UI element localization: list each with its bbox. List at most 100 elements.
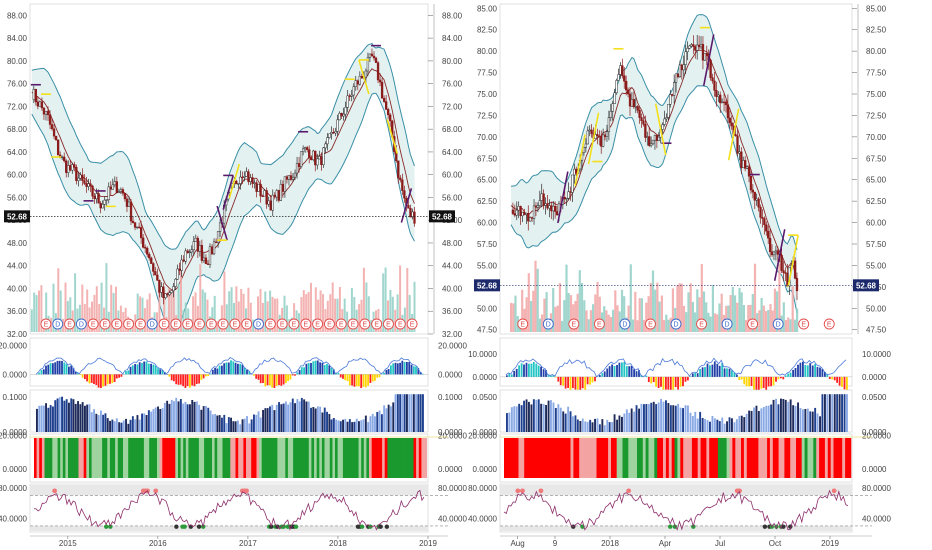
oscillator-1-bar bbox=[828, 376, 831, 379]
volume-bar bbox=[742, 305, 745, 332]
trend-bar bbox=[261, 438, 265, 478]
candle-body bbox=[67, 165, 70, 173]
trend-bar bbox=[524, 438, 528, 478]
volume-bar bbox=[387, 300, 389, 332]
trend-bar bbox=[306, 438, 310, 478]
oscillator-2-bar bbox=[711, 416, 714, 432]
oscillator-1-bar bbox=[275, 374, 278, 386]
event-marker-label: E bbox=[386, 322, 391, 329]
oscillator-2-bar bbox=[113, 421, 116, 432]
oscillator-1-bar bbox=[846, 376, 848, 392]
oscillator-1-bar bbox=[591, 376, 594, 383]
oscillator-2-right-tick: 0.1000 bbox=[438, 393, 463, 402]
oscillator-2-bar bbox=[694, 411, 697, 432]
candle-body bbox=[609, 111, 612, 118]
candle-body bbox=[95, 193, 98, 200]
oscillator-1-bar bbox=[772, 376, 775, 386]
trend-bar bbox=[112, 438, 116, 478]
oscillator-2-bar bbox=[515, 406, 518, 432]
trend-bar bbox=[162, 438, 166, 478]
oscillator-1-bar bbox=[689, 376, 692, 377]
volume-bar bbox=[399, 265, 402, 332]
signal-dash-mark bbox=[727, 108, 740, 161]
volume-bar bbox=[696, 289, 699, 332]
trend-bar bbox=[34, 438, 37, 478]
trend-bar bbox=[579, 438, 583, 478]
volume-bar bbox=[346, 311, 349, 332]
oscillator-1-bar bbox=[616, 365, 618, 377]
trend-bar bbox=[369, 438, 372, 478]
trend-bar bbox=[125, 438, 129, 478]
oscillator-1-bar bbox=[111, 374, 114, 384]
oscillator-1-bar bbox=[731, 370, 733, 377]
candle-body bbox=[378, 79, 382, 83]
bollinger-upper-line bbox=[31, 42, 415, 250]
oscillator-2-bar bbox=[351, 422, 354, 432]
candle-body bbox=[299, 151, 303, 167]
trend-bar bbox=[89, 438, 92, 478]
oscillator-1-bar bbox=[532, 362, 535, 377]
oscillator-1-bar bbox=[508, 373, 511, 377]
x-axis-tick-label: 2017 bbox=[239, 539, 257, 548]
trend-bar bbox=[547, 438, 551, 478]
trend-bar bbox=[781, 438, 785, 478]
trend-bar bbox=[532, 438, 537, 478]
rsi-overbought-dot bbox=[52, 488, 58, 494]
volume-bar bbox=[569, 295, 573, 332]
event-marker bbox=[241, 318, 253, 330]
trend-bar bbox=[49, 438, 53, 478]
price-axis-right-tick: 55.00 bbox=[866, 261, 887, 270]
oscillator-1-bar bbox=[655, 376, 657, 387]
oscillator-1-bar bbox=[694, 372, 697, 377]
oscillator-2-bar bbox=[241, 419, 244, 432]
trend-bar bbox=[741, 438, 745, 478]
trend-bar bbox=[752, 438, 756, 478]
last-price-tag-right bbox=[853, 279, 879, 292]
volume-bar bbox=[266, 301, 269, 332]
oscillator-2-bar bbox=[569, 411, 572, 432]
trend-bar bbox=[619, 438, 623, 478]
oscillator-2-bar bbox=[81, 402, 84, 432]
oscillator-1-bar bbox=[262, 374, 264, 383]
volume-bar bbox=[413, 281, 416, 332]
oscillator-1-bar bbox=[412, 366, 415, 375]
trend-bar bbox=[561, 438, 566, 478]
oscillator-1-bar bbox=[319, 362, 321, 375]
trend-bar bbox=[75, 438, 79, 478]
event-marker-label: E bbox=[138, 322, 143, 329]
volume-bar bbox=[720, 293, 723, 332]
candle-body bbox=[344, 107, 347, 115]
trend-bar bbox=[599, 438, 603, 478]
trend-bar bbox=[269, 438, 273, 478]
candle-body bbox=[196, 237, 199, 252]
candle-body bbox=[38, 101, 42, 107]
oscillator-1-bar bbox=[47, 364, 50, 375]
oscillator-2-bar bbox=[518, 403, 521, 432]
trend-bar bbox=[553, 438, 557, 478]
oscillator-1-bar bbox=[383, 372, 385, 375]
rsi-oversold-dot bbox=[174, 524, 179, 529]
oscillator-1-bar bbox=[145, 361, 148, 375]
volume-bar bbox=[598, 296, 601, 332]
candle-body bbox=[364, 70, 368, 78]
candle-body bbox=[644, 123, 647, 138]
candle-body bbox=[127, 201, 131, 207]
trend-bar bbox=[329, 438, 333, 478]
candle-body bbox=[619, 65, 622, 75]
trend-bar bbox=[613, 438, 618, 478]
oscillator-1-bar bbox=[704, 367, 706, 377]
oscillator-1-bar bbox=[214, 368, 216, 375]
event-marker-label: E bbox=[801, 322, 806, 329]
oscillator-1-bar bbox=[780, 376, 782, 379]
volume-bar bbox=[326, 300, 329, 332]
volume-bar bbox=[643, 319, 646, 332]
candle-body bbox=[640, 117, 643, 122]
trend-bar bbox=[81, 438, 85, 478]
trend-bar bbox=[164, 438, 168, 478]
oscillator-1-bar bbox=[765, 376, 768, 391]
oscillator-2-bar bbox=[163, 402, 166, 432]
volume-bar bbox=[521, 289, 524, 332]
oscillator-2-bar bbox=[84, 405, 86, 432]
volume-bar bbox=[91, 301, 93, 332]
event-marker-label: D bbox=[79, 322, 84, 329]
